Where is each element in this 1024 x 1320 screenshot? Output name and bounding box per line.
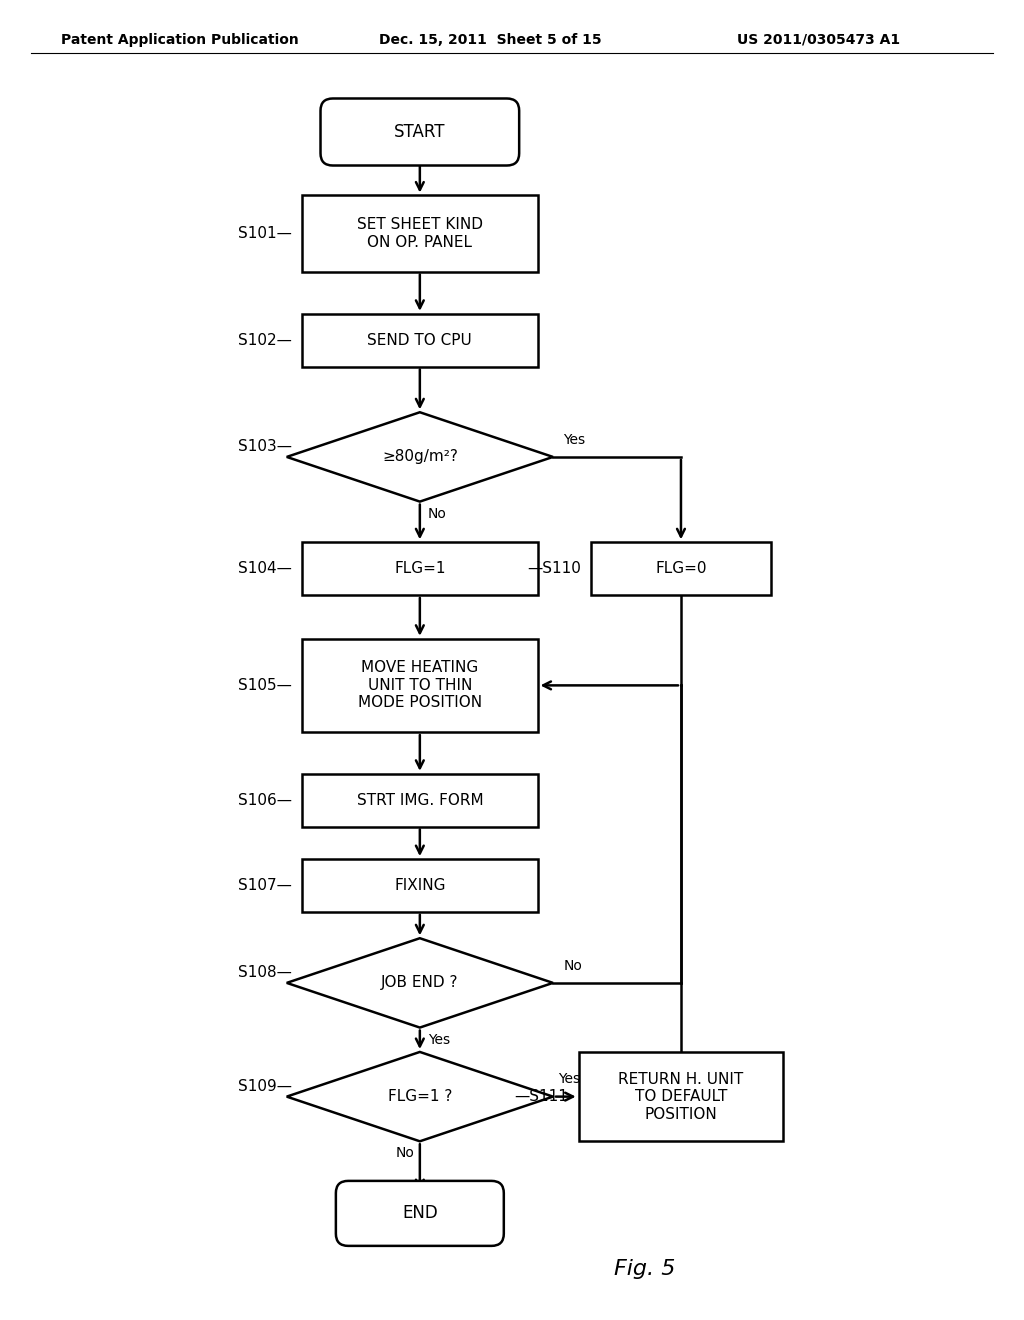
Polygon shape bbox=[287, 412, 553, 502]
Text: US 2011/0305473 A1: US 2011/0305473 A1 bbox=[737, 33, 900, 46]
Text: S104—: S104— bbox=[238, 561, 292, 576]
Text: S108—: S108— bbox=[238, 965, 292, 981]
Text: FLG=1: FLG=1 bbox=[394, 561, 445, 576]
Polygon shape bbox=[287, 1052, 553, 1142]
FancyBboxPatch shape bbox=[336, 1181, 504, 1246]
Text: STRT IMG. FORM: STRT IMG. FORM bbox=[356, 792, 483, 808]
Text: S106—: S106— bbox=[238, 792, 292, 808]
Text: Fig. 5: Fig. 5 bbox=[614, 1259, 676, 1279]
Text: Dec. 15, 2011  Sheet 5 of 15: Dec. 15, 2011 Sheet 5 of 15 bbox=[379, 33, 601, 46]
Text: Patent Application Publication: Patent Application Publication bbox=[61, 33, 299, 46]
Text: START: START bbox=[394, 123, 445, 141]
Text: S103—: S103— bbox=[238, 440, 292, 454]
Text: Yes: Yes bbox=[563, 433, 586, 446]
Bar bbox=[302, 543, 538, 595]
Text: S107—: S107— bbox=[238, 878, 292, 892]
Text: ≥80g/m²?: ≥80g/m²? bbox=[382, 449, 458, 465]
Polygon shape bbox=[287, 939, 553, 1027]
Text: FLG=1 ?: FLG=1 ? bbox=[388, 1089, 452, 1104]
Text: SET SHEET KIND
ON OP. PANEL: SET SHEET KIND ON OP. PANEL bbox=[356, 218, 483, 249]
Text: —S110: —S110 bbox=[527, 561, 582, 576]
FancyBboxPatch shape bbox=[321, 99, 519, 165]
Text: SEND TO CPU: SEND TO CPU bbox=[368, 333, 472, 347]
Text: S102—: S102— bbox=[238, 333, 292, 347]
Text: Yes: Yes bbox=[558, 1072, 581, 1086]
Text: JOB END ?: JOB END ? bbox=[381, 975, 459, 990]
Text: No: No bbox=[396, 1146, 415, 1160]
Bar bbox=[302, 314, 538, 367]
Bar bbox=[302, 195, 538, 272]
Bar bbox=[302, 859, 538, 912]
Text: S109—: S109— bbox=[238, 1078, 292, 1094]
Text: No: No bbox=[428, 507, 446, 520]
Bar bbox=[302, 639, 538, 733]
Bar bbox=[579, 1052, 783, 1142]
Text: S101—: S101— bbox=[238, 226, 292, 242]
Text: FIXING: FIXING bbox=[394, 878, 445, 892]
Text: END: END bbox=[402, 1204, 437, 1222]
Text: S105—: S105— bbox=[238, 678, 292, 693]
Text: No: No bbox=[563, 958, 582, 973]
Bar bbox=[302, 774, 538, 826]
Text: FLG=0: FLG=0 bbox=[655, 561, 707, 576]
Text: MOVE HEATING
UNIT TO THIN
MODE POSITION: MOVE HEATING UNIT TO THIN MODE POSITION bbox=[357, 660, 482, 710]
Text: RETURN H. UNIT
TO DEFAULT
POSITION: RETURN H. UNIT TO DEFAULT POSITION bbox=[618, 1072, 743, 1122]
Text: Yes: Yes bbox=[428, 1032, 451, 1047]
Bar bbox=[592, 543, 770, 595]
Text: —S111: —S111 bbox=[514, 1089, 568, 1104]
